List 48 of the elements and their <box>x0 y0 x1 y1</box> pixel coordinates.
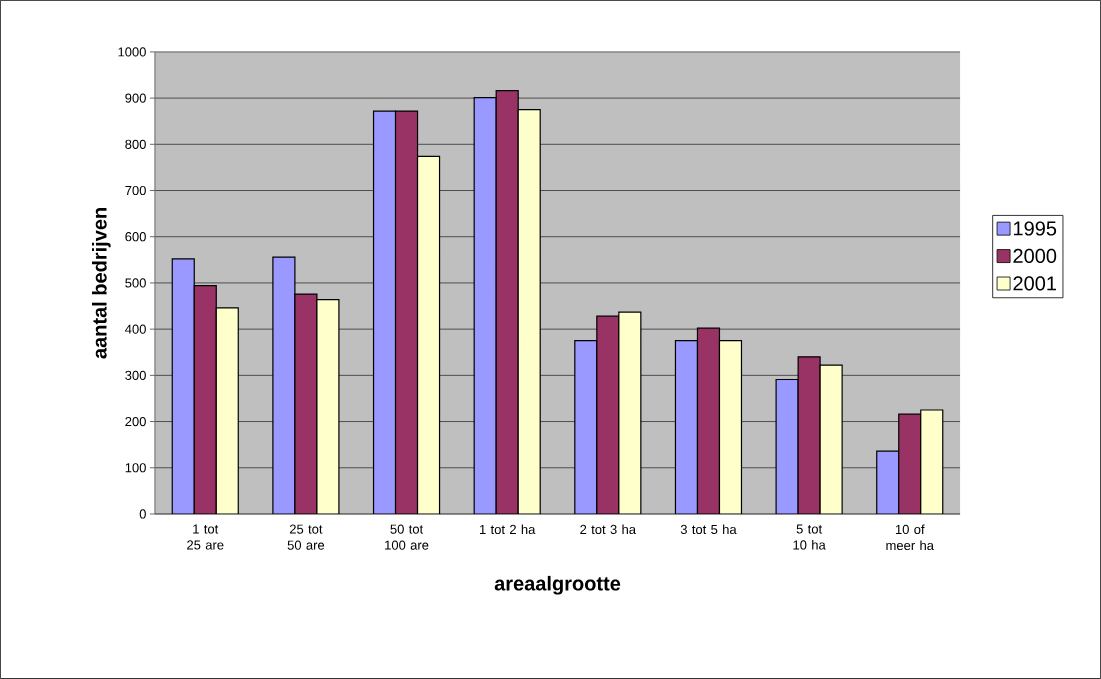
x-tick-label: 25 tot 50 are <box>287 524 325 550</box>
bar <box>416 155 441 515</box>
y-tick-label: 600 <box>125 232 146 242</box>
bar <box>797 356 821 515</box>
x-tick-label: 5 tot 10 ha <box>793 524 826 550</box>
x-tick-label: 1 tot 2 ha <box>479 524 536 535</box>
bar <box>372 110 397 515</box>
y-tick-label: 200 <box>125 417 146 427</box>
bar <box>294 293 318 515</box>
x-tick-label: 10 of meer ha <box>886 524 934 551</box>
bar <box>718 340 743 515</box>
bar <box>171 258 195 515</box>
x-axis-title: areaalgrootte <box>494 575 621 595</box>
bar <box>193 285 217 515</box>
bar <box>898 413 922 515</box>
bar <box>394 110 419 515</box>
y-tick-label: 300 <box>125 370 146 380</box>
y-tick-label: 400 <box>125 324 146 334</box>
bar <box>473 97 497 515</box>
y-tick-label: 800 <box>125 139 146 149</box>
bar <box>517 109 541 515</box>
y-tick-label: 900 <box>125 93 146 103</box>
bar <box>272 256 296 515</box>
y-tick-label: 700 <box>125 185 146 196</box>
y-tick-label: 0 <box>139 509 146 519</box>
x-tick-label: 50 tot 100 are <box>385 524 429 550</box>
bar <box>775 378 799 515</box>
legend-label: 2001 <box>1013 276 1056 291</box>
bar <box>674 340 699 515</box>
bar <box>618 311 642 515</box>
bar <box>316 299 340 515</box>
y-axis-title: aantal bedrijven <box>92 208 111 359</box>
y-tick-label: 1000 <box>118 47 146 57</box>
x-tick-label: 3 tot 5 ha <box>680 524 737 535</box>
bar <box>876 450 900 515</box>
bar <box>574 340 598 515</box>
y-tick-label: 500 <box>125 278 146 288</box>
x-tick-label: 2 tot 3 ha <box>580 524 637 535</box>
legend-label: 2000 <box>1013 248 1057 264</box>
legend-label: 1995 <box>1014 221 1057 236</box>
bar <box>819 364 843 515</box>
bar <box>495 90 519 515</box>
bar <box>696 327 721 515</box>
y-tick-label: 100 <box>125 463 146 473</box>
bar <box>920 409 944 515</box>
x-tick-label: 1 tot 25 are <box>187 524 224 550</box>
bar <box>215 307 239 515</box>
bar <box>596 315 620 515</box>
